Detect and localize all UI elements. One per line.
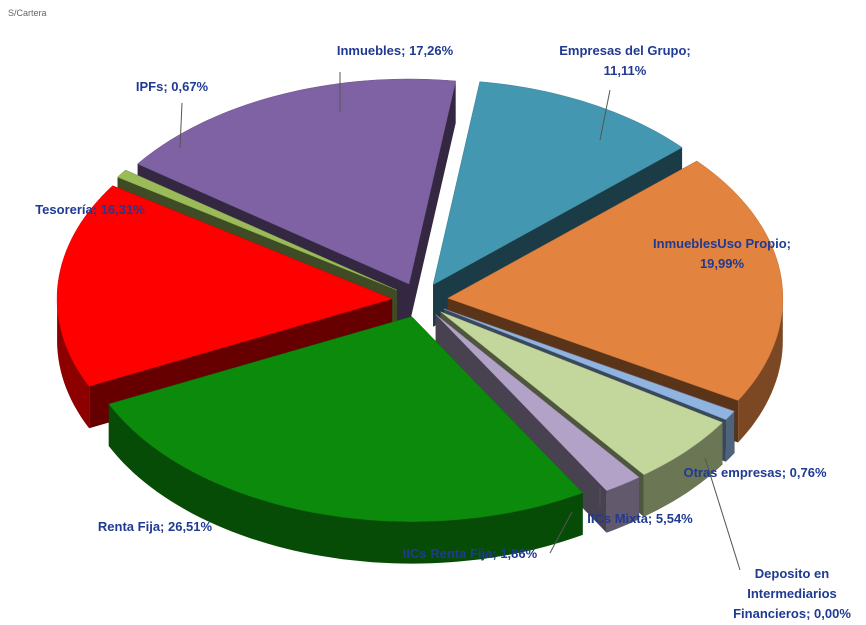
- pie-slice: [435, 314, 640, 491]
- leader-line: [599, 89, 611, 141]
- data-label: IICs Renta Fija; 1,86%: [403, 546, 538, 561]
- pie-slice: [440, 311, 723, 475]
- data-label: Inmuebles; 17,26%: [337, 43, 454, 58]
- pie-slice: [444, 308, 735, 412]
- pie-side: [725, 411, 735, 462]
- data-label: InmueblesUso Propio; 19,99%: [653, 236, 791, 271]
- pie-slice: [117, 169, 398, 291]
- pie-slice: [447, 160, 784, 401]
- data-label: Tesorería; 16,31%: [35, 202, 145, 217]
- pie-side: [57, 298, 90, 429]
- leader-line: [549, 511, 573, 554]
- data-label: Deposito en Intermediarios Financieros; 0,…: [733, 566, 851, 621]
- leader-line: [179, 102, 183, 149]
- pie-slice: [56, 185, 393, 387]
- data-label: IICs Mixta; 5,54%: [587, 511, 693, 526]
- pie-side: [606, 477, 639, 533]
- data-label: Otras empresas; 0,76%: [683, 465, 827, 480]
- data-label: IPFs; 0,67%: [136, 79, 209, 94]
- pie-slice: [108, 316, 584, 522]
- leader-line: [704, 457, 741, 571]
- data-label: Renta Fija; 26,51%: [98, 519, 213, 534]
- pie-side: [738, 298, 783, 443]
- data-label: Empresas del Grupo; 11,11%: [559, 43, 690, 78]
- pie-side: [643, 422, 723, 517]
- pie-slice: [432, 81, 683, 286]
- chart-title: S/Cartera: [8, 8, 47, 18]
- pie-side: [409, 81, 456, 326]
- pie-slice: [137, 78, 457, 285]
- pie-slice: [443, 308, 735, 420]
- pie-side: [108, 404, 583, 564]
